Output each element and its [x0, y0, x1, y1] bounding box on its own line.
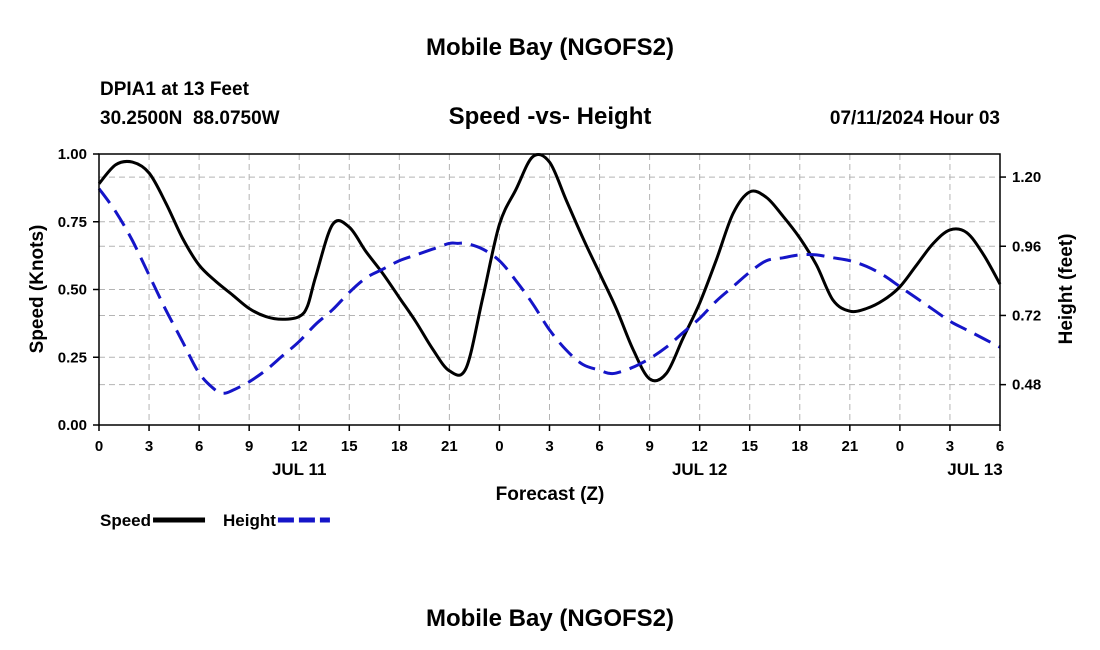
- y-tick-label-left: 1.00: [58, 146, 87, 163]
- x-tick-label: 6: [195, 438, 203, 455]
- y-tick-label-right: 1.20: [1012, 169, 1041, 186]
- x-tick-label: 21: [441, 438, 458, 455]
- x-axis: 0 3 6 9 12 15 18 21 0 3 6 9 12 15 18 21 0 3 6 JUL 11 JUL 12 J…: [95, 425, 1004, 479]
- grid-lines: [99, 153, 1000, 425]
- date-label: JUL 12: [672, 460, 727, 479]
- y-tick-label-right: 0.96: [1012, 238, 1041, 255]
- x-tick-label: 12: [291, 438, 308, 455]
- y-axis-right: 0.48 0.72 0.96 1.20: [1000, 169, 1041, 394]
- x-tick-label: 9: [645, 438, 653, 455]
- y-tick-label-left: 0.50: [58, 282, 87, 299]
- datetime-label: 07/11/2024 Hour 03: [830, 108, 1000, 129]
- x-tick-label: 21: [841, 438, 858, 455]
- x-tick-label: 18: [391, 438, 408, 455]
- y-tick-label-left: 0.00: [58, 417, 87, 434]
- chart-subtitle: Speed -vs- Height: [449, 103, 652, 130]
- x-tick-label: 6: [996, 438, 1004, 455]
- y-axis-left-title: Speed (Knots): [27, 225, 48, 354]
- legend-label: Speed: [100, 511, 151, 530]
- x-tick-label: 18: [791, 438, 808, 455]
- x-tick-label: 15: [341, 438, 358, 455]
- y-axis-right-title: Height (feet): [1056, 234, 1077, 345]
- x-tick-label: 12: [691, 438, 708, 455]
- x-tick-label: 3: [545, 438, 553, 455]
- x-tick-label: 3: [946, 438, 954, 455]
- x-tick-label: 15: [741, 438, 758, 455]
- footer-title: Mobile Bay (NGOFS2): [426, 605, 674, 632]
- x-axis-title: Forecast (Z): [496, 484, 605, 505]
- y-tick-label-right: 0.48: [1012, 377, 1041, 394]
- y-tick-label-right: 0.72: [1012, 307, 1041, 324]
- date-label: JUL 13: [947, 460, 1002, 479]
- legend-label: Height: [223, 511, 276, 530]
- x-tick-label: 0: [95, 438, 103, 455]
- x-tick-label: 0: [896, 438, 904, 455]
- y-tick-label-left: 0.25: [58, 349, 87, 366]
- date-label: JUL 11: [272, 460, 327, 479]
- x-tick-label: 9: [245, 438, 253, 455]
- station-label: DPIA1 at 13 Feet: [100, 79, 250, 100]
- chart-title: Mobile Bay (NGOFS2): [426, 34, 674, 61]
- x-tick-label: 6: [595, 438, 603, 455]
- coordinates-label: 30.2500N 88.0750W: [100, 108, 280, 129]
- y-tick-label-left: 0.75: [58, 214, 87, 231]
- legend: Speed Height: [100, 511, 330, 530]
- x-tick-label: 3: [145, 438, 153, 455]
- y-axis-left: 0.00 0.25 0.50 0.75 1.00: [58, 146, 99, 434]
- height-series-line: [97, 187, 1001, 395]
- x-tick-label: 0: [495, 438, 503, 455]
